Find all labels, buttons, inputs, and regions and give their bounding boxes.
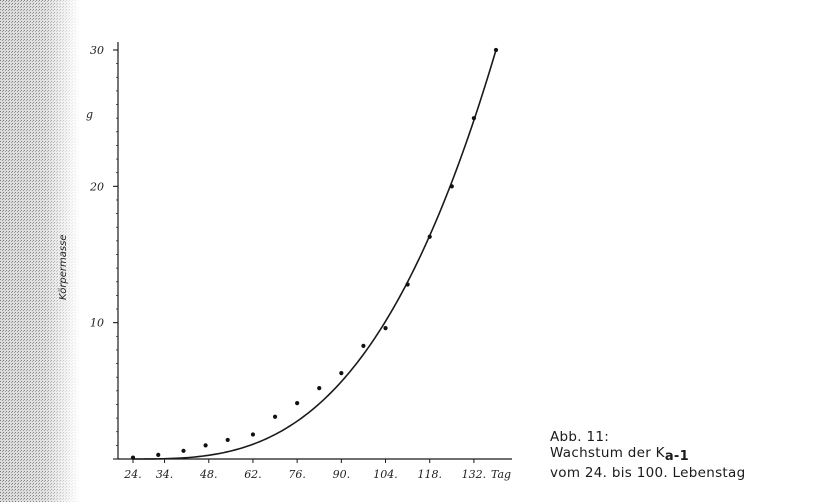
caption-date-range: vom 24. bis 100. Lebenstag xyxy=(550,465,746,481)
data-point xyxy=(181,448,186,453)
caption-title-text: Wachstum der K xyxy=(550,445,665,461)
caption-figure-number: Abb. 11: xyxy=(550,429,610,445)
x-tick-label: 132. xyxy=(462,468,487,481)
y-tick-label: 20 xyxy=(89,180,104,193)
data-points xyxy=(130,47,499,460)
data-point xyxy=(405,282,410,287)
data-point xyxy=(493,47,499,53)
fit-curve xyxy=(133,49,497,460)
x-tick-label: 104. xyxy=(373,468,398,481)
x-axis-title: Tag xyxy=(491,468,511,481)
data-point xyxy=(295,401,300,406)
data-point xyxy=(225,437,230,443)
data-point xyxy=(272,414,278,419)
caption-subscript: a-1 xyxy=(664,449,689,464)
y-tick-label: 30 xyxy=(90,44,104,57)
x-tick-label: 24. xyxy=(123,468,142,481)
x-tick-label: 118. xyxy=(417,468,442,481)
x-tick-label: 62. xyxy=(244,468,262,481)
chart-axes xyxy=(117,42,512,460)
data-point xyxy=(250,432,256,437)
data-point xyxy=(203,443,208,448)
data-point xyxy=(156,452,161,458)
figure-caption: Abb. 11: Wachstum der Ka-1 vom 24. bis 1… xyxy=(550,429,745,481)
x-tick-label: 34. xyxy=(156,468,174,481)
y-axis-ticks: 10 20 30 xyxy=(89,44,118,460)
data-point xyxy=(471,116,477,121)
data-point xyxy=(383,326,388,331)
data-point xyxy=(361,343,366,348)
x-tick-label: 48. xyxy=(199,468,218,481)
data-point xyxy=(449,184,454,189)
y-axis-title: Körpermasse xyxy=(58,235,69,300)
data-point xyxy=(427,234,432,239)
x-axis-ticks: 24. 34. 48. 62. 76. 90. 104. 118. 132. xyxy=(123,459,486,481)
y-tick-label: 10 xyxy=(90,317,104,330)
x-tick-label: 90. xyxy=(333,468,351,481)
data-point xyxy=(317,386,322,391)
y-unit-label: g xyxy=(86,108,93,121)
caption-title-line: Wachstum der Ka-1 xyxy=(550,445,745,465)
x-tick-label: 76. xyxy=(288,468,306,481)
scanned-page-edge xyxy=(0,0,80,502)
data-point xyxy=(339,371,344,376)
data-point xyxy=(130,455,136,460)
